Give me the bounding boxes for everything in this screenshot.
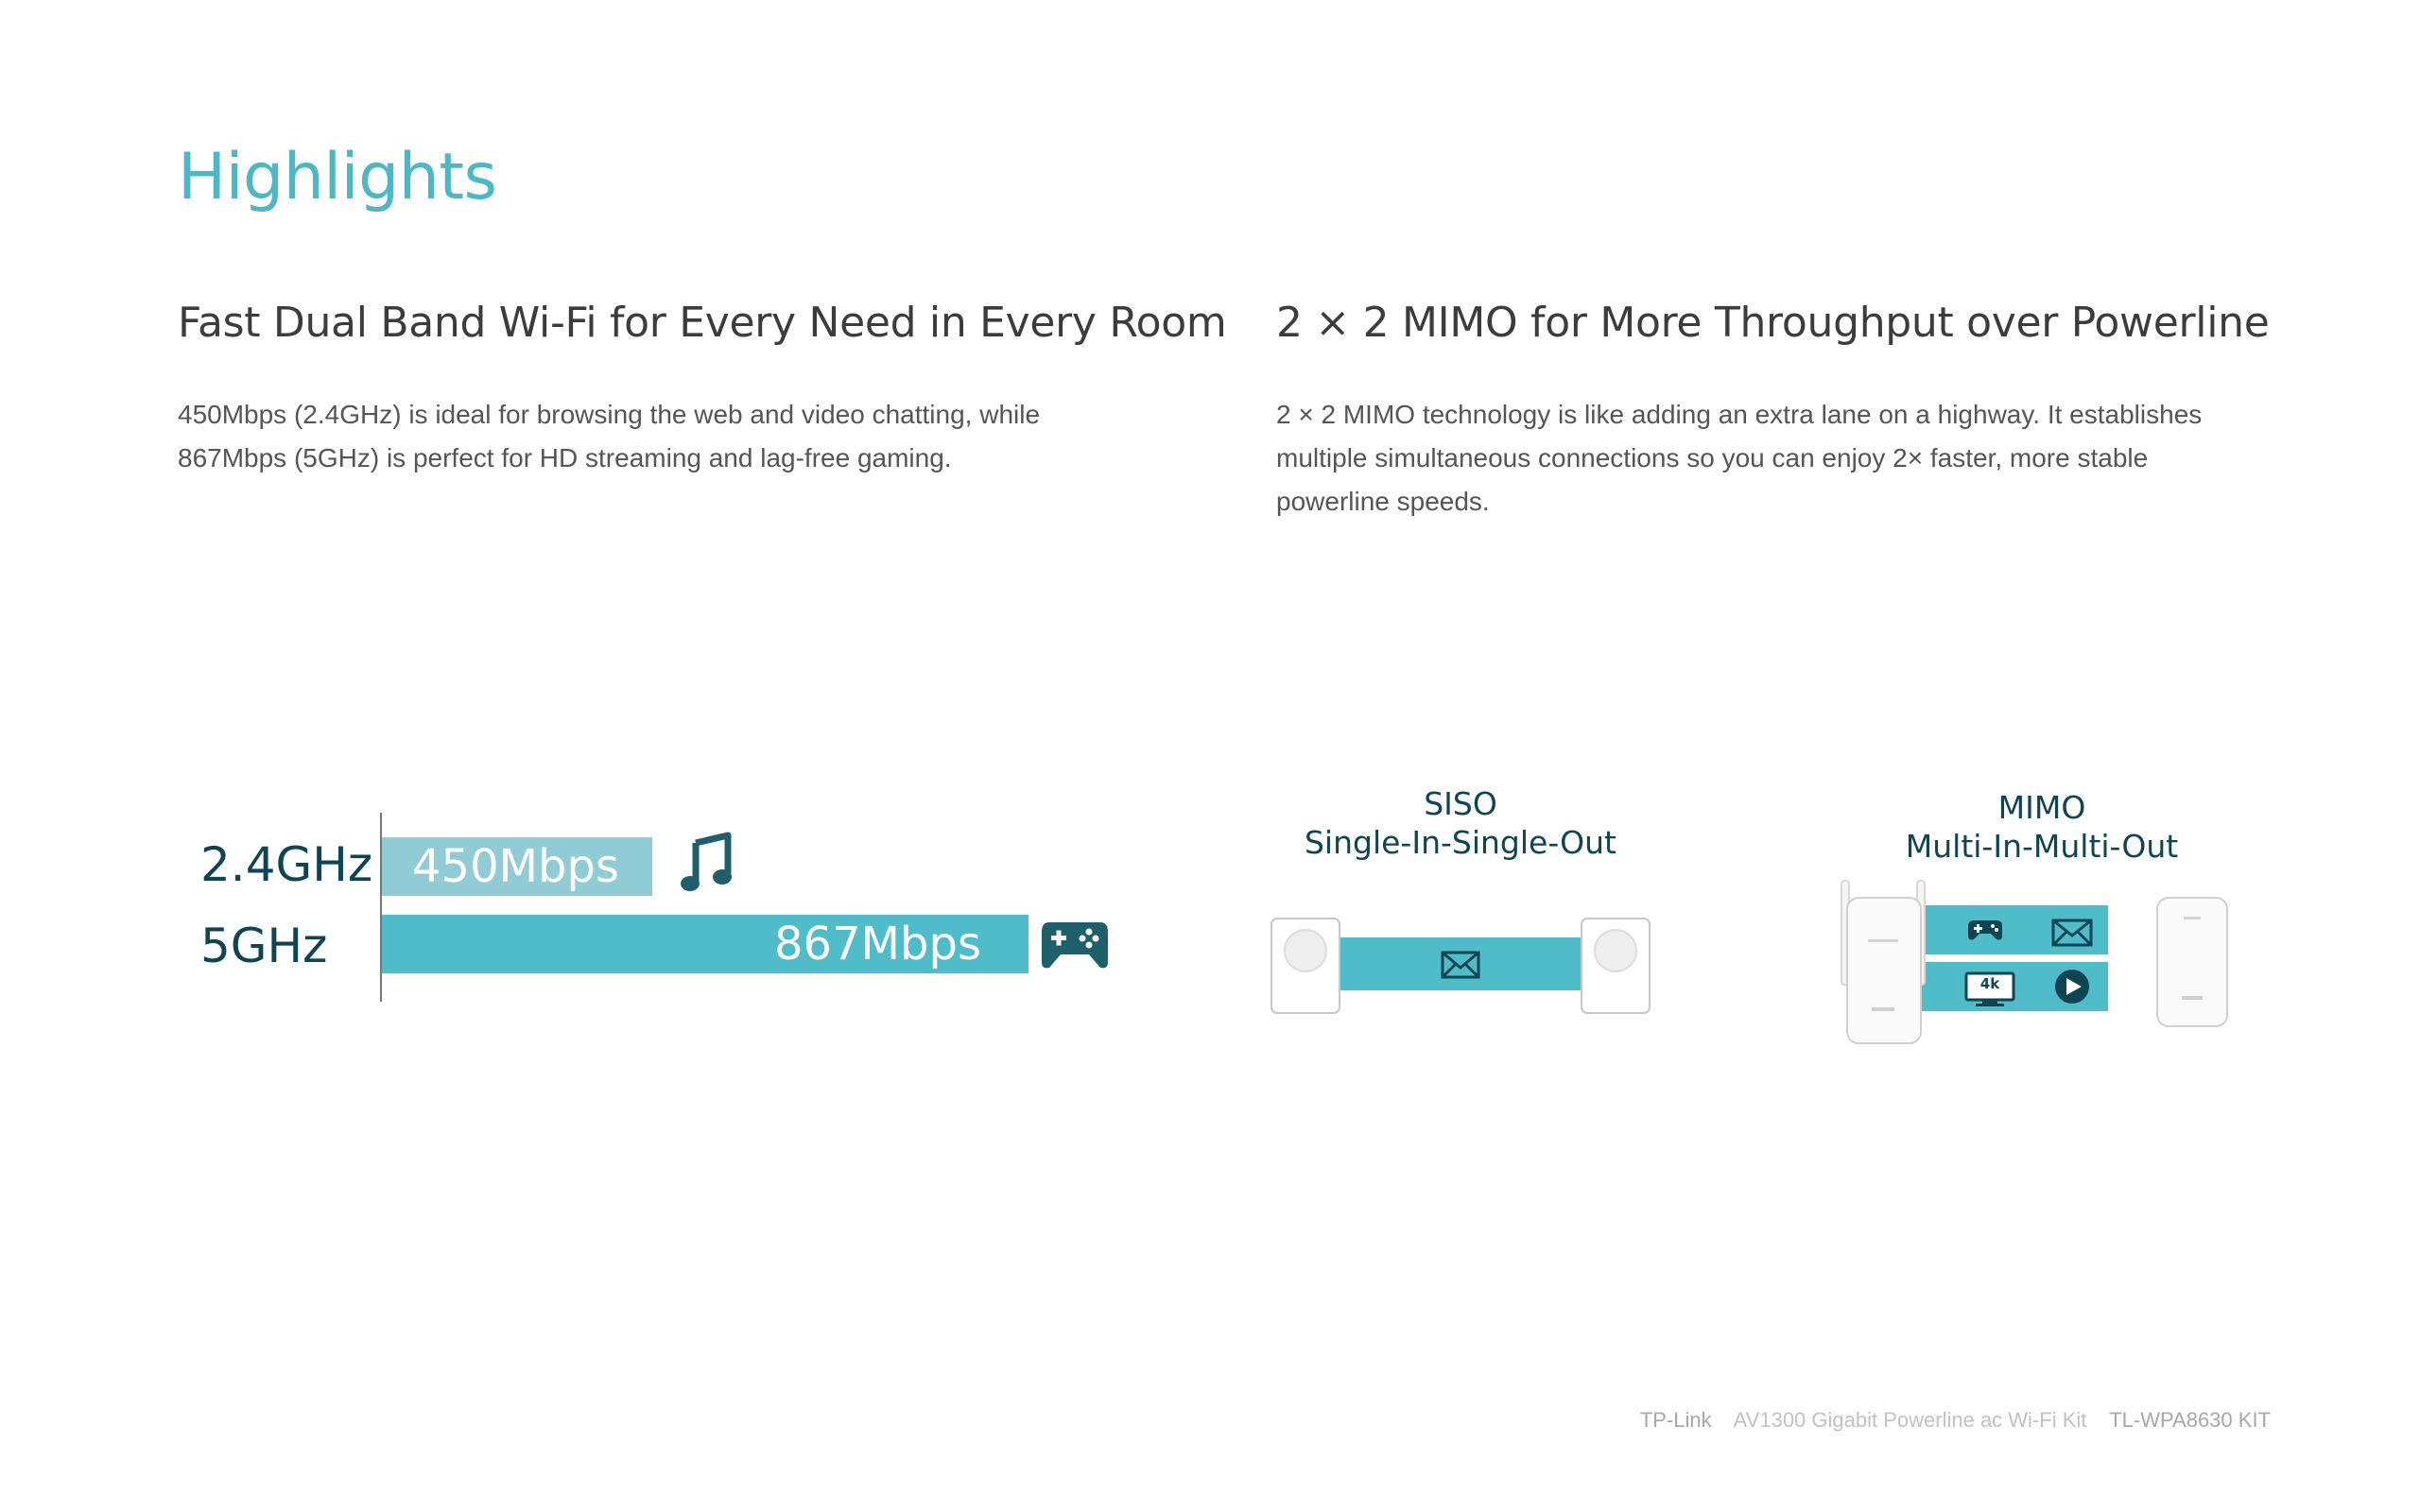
mimo-subtitle: Multi-In-Multi-Out (1905, 828, 2179, 865)
siso-subtitle: Single-In-Single-Out (1304, 824, 1617, 861)
band-24-label: 2.4GHz (200, 837, 373, 892)
section-body-dual-band: 450Mbps (2.4GHz) is ideal for browsing t… (178, 393, 1123, 480)
4k-monitor-icon (1964, 971, 2015, 1006)
envelope-icon (1441, 951, 1480, 979)
body-line: 2 × 2 MIMO technology is like adding an … (1276, 400, 2203, 429)
adapter-right (1581, 918, 1651, 1014)
play-icon (2055, 970, 2089, 1004)
footer-model: TL-WPA8630 KIT (2109, 1408, 2271, 1432)
bar-5ghz: 867Mbps (382, 915, 1028, 973)
monitor-badge: 4k (1979, 975, 2000, 992)
footer-product: AV1300 Gigabit Powerline ac Wi-Fi Kit (1733, 1408, 2087, 1432)
footer: TP-Link AV1300 Gigabit Powerline ac Wi-F… (1640, 1408, 2271, 1433)
siso-link-bar (1333, 937, 1588, 990)
gamepad-icon (1042, 922, 1108, 969)
body-line: 867Mbps (5GHz) is perfect for HD streami… (178, 443, 952, 472)
band-5-label: 5GHz (200, 919, 328, 973)
siso-title-text: SISO (1424, 785, 1497, 822)
music-note-icon (681, 832, 732, 891)
powerline-adapter (2156, 897, 2228, 1027)
extender-device (1841, 880, 1926, 1044)
bar-24ghz: 450Mbps (382, 837, 652, 896)
mimo-title-text: MIMO (1997, 789, 2086, 826)
adapter-left (1270, 918, 1340, 1014)
page-title: Highlights (178, 140, 497, 215)
mimo-diagram (1841, 880, 2228, 1044)
gamepad-icon (1968, 920, 2002, 940)
chart-axis (380, 813, 382, 1002)
body-line: multiple simultaneous connections so you… (1276, 443, 2149, 472)
mimo-title: MIMO Multi-In-Multi-Out (1834, 788, 2250, 866)
footer-brand: TP-Link (1639, 1408, 1712, 1432)
siso-diagram (1270, 918, 1651, 1014)
body-line: 450Mbps (2.4GHz) is ideal for browsing t… (178, 400, 1041, 429)
body-line: powerline speeds. (1276, 487, 1490, 516)
envelope-icon (2051, 919, 2093, 947)
section-heading-mimo: 2 × 2 MIMO for More Throughput over Powe… (1276, 299, 2270, 347)
siso-title: SISO Single-In-Single-Out (1257, 784, 1664, 862)
section-heading-dual-band: Fast Dual Band Wi-Fi for Every Need in E… (178, 299, 1227, 347)
section-body-mimo: 2 × 2 MIMO technology is like adding an … (1276, 393, 2269, 524)
